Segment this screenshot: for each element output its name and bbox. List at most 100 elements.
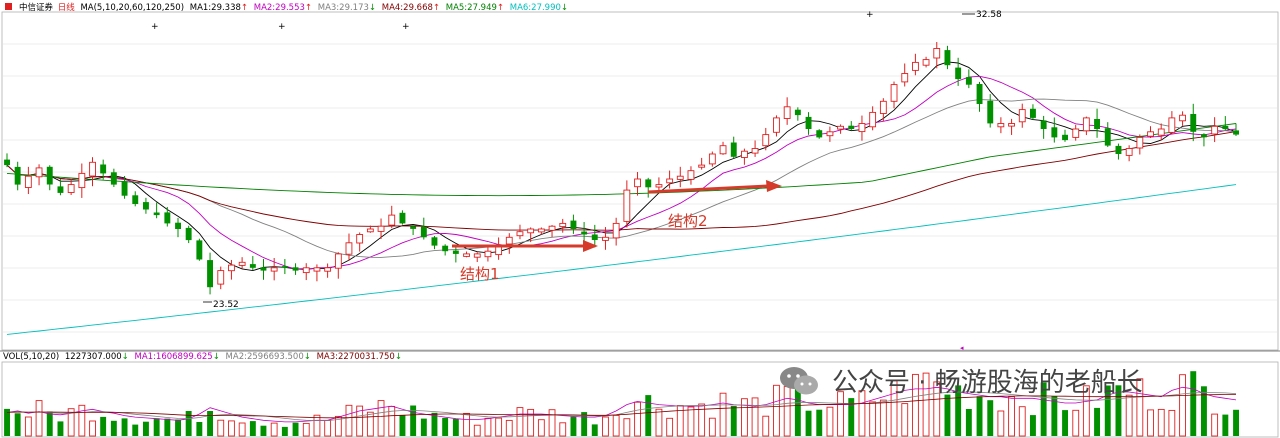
volume-ma-line-3 xyxy=(6,394,1236,419)
volume-bar xyxy=(976,396,983,436)
structure1-label: 结构1 xyxy=(460,265,500,283)
volume-bar xyxy=(773,384,780,437)
volume-bar xyxy=(207,411,213,436)
candle-body xyxy=(281,266,288,268)
candle-body xyxy=(1125,148,1133,156)
volume-bar xyxy=(399,414,406,436)
volume-bar xyxy=(623,418,631,437)
candle-body xyxy=(741,150,748,158)
volume-bar xyxy=(302,422,310,437)
vol-ma1-label: MA1: xyxy=(135,352,156,362)
volume-bar xyxy=(431,412,438,436)
vol-value: 1227307.000 xyxy=(65,352,122,362)
candle-body xyxy=(1104,128,1111,146)
volume-bar xyxy=(848,398,855,436)
vol-ma2-label: MA2: xyxy=(226,352,247,362)
volume-bar xyxy=(334,415,342,437)
volume-bar xyxy=(581,412,588,436)
volume-bar xyxy=(698,403,706,437)
volume-bar xyxy=(67,408,75,437)
candle-body xyxy=(356,234,364,244)
volume-bar xyxy=(377,400,385,437)
volume-bar xyxy=(912,373,919,437)
candle-body xyxy=(14,166,21,185)
candle-body xyxy=(1040,120,1047,129)
volume-bar xyxy=(719,392,727,437)
candle-body xyxy=(1072,128,1080,138)
volume-bar xyxy=(559,422,567,437)
high-label: 32.58 xyxy=(976,10,1002,20)
candle-body xyxy=(484,250,492,258)
candle-body xyxy=(687,170,695,180)
volume-bar xyxy=(1018,406,1026,437)
candle-body xyxy=(537,228,545,233)
candle-body xyxy=(100,164,107,174)
volume-bar xyxy=(730,405,737,436)
candle-body xyxy=(869,111,877,128)
stock-icon xyxy=(5,3,12,10)
volume-bars xyxy=(4,371,1239,437)
candle-body xyxy=(110,172,117,185)
volume-bar xyxy=(164,418,171,436)
volume-bar xyxy=(366,411,374,437)
candle-body xyxy=(890,84,898,102)
candle-body xyxy=(35,167,43,178)
candle-body xyxy=(965,77,972,85)
cross-marker: + xyxy=(151,22,159,32)
candle-body xyxy=(783,106,791,119)
candle-body xyxy=(634,178,641,188)
candle-body xyxy=(708,153,716,165)
candle-body xyxy=(207,260,213,288)
ma6-value: 27.990 xyxy=(531,3,561,13)
candle-body xyxy=(473,253,481,258)
candle-body xyxy=(1190,114,1197,132)
volume-bar xyxy=(591,424,598,436)
candle-body xyxy=(1094,119,1100,129)
volume-bar xyxy=(89,420,96,437)
volume-bar xyxy=(270,422,278,437)
volume-bar xyxy=(516,407,524,437)
volume-bar xyxy=(741,398,748,437)
candle-body xyxy=(944,50,951,66)
volume-bar xyxy=(57,421,64,436)
candle-body xyxy=(1233,130,1239,135)
candle-body xyxy=(997,123,1005,128)
wechat-icon xyxy=(780,366,818,394)
candle-body xyxy=(645,179,652,188)
vol-ma1-arrow: ↓ xyxy=(213,352,220,362)
volume-bar xyxy=(1136,378,1144,437)
period-label: 日线 xyxy=(58,2,76,13)
candle-body xyxy=(57,186,64,193)
volume-bar xyxy=(816,409,823,436)
stock-name: 中信证券 xyxy=(19,2,54,13)
candle-body xyxy=(602,236,609,241)
candle-body xyxy=(516,231,524,237)
candle-body xyxy=(987,100,994,124)
volume-bar xyxy=(1051,396,1058,436)
ma10-line xyxy=(6,75,1237,271)
volume-bar xyxy=(1115,385,1122,436)
volume-bar xyxy=(24,416,32,437)
candle-body xyxy=(1179,114,1186,122)
volume-bar xyxy=(1125,394,1133,437)
ma4-arrow: ↑ xyxy=(433,3,440,13)
candle-body xyxy=(559,222,567,228)
candle-body xyxy=(505,236,513,245)
volume-bar xyxy=(1062,410,1068,436)
volume-bar xyxy=(645,395,652,436)
ma2-arrow: ↑ xyxy=(305,3,312,13)
vol-ma2-value: 2596693.500 xyxy=(247,352,304,362)
candle-body xyxy=(153,212,160,216)
volume-bar xyxy=(612,414,620,437)
candle-body xyxy=(581,231,588,235)
candle-body xyxy=(377,225,385,232)
candle-body xyxy=(334,253,342,269)
candle-body xyxy=(89,161,96,177)
candle-body xyxy=(431,237,438,246)
volume-bar xyxy=(78,404,86,437)
candle-body xyxy=(976,84,983,104)
watermark-text: 公众号 · 畅游股海的老船长 xyxy=(832,368,1143,398)
svg-text:VOL(5,10,20) 1227307.000: VOL(5,10,20) 1227307.000↓ MA1:1606899.62… xyxy=(3,352,402,362)
